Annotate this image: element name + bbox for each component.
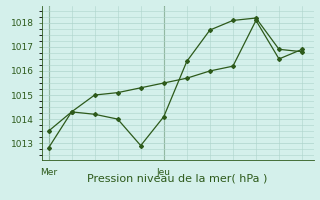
X-axis label: Pression niveau de la mer( hPa ): Pression niveau de la mer( hPa ) — [87, 174, 268, 184]
Text: Jeu: Jeu — [157, 168, 171, 177]
Text: Mer: Mer — [40, 168, 57, 177]
